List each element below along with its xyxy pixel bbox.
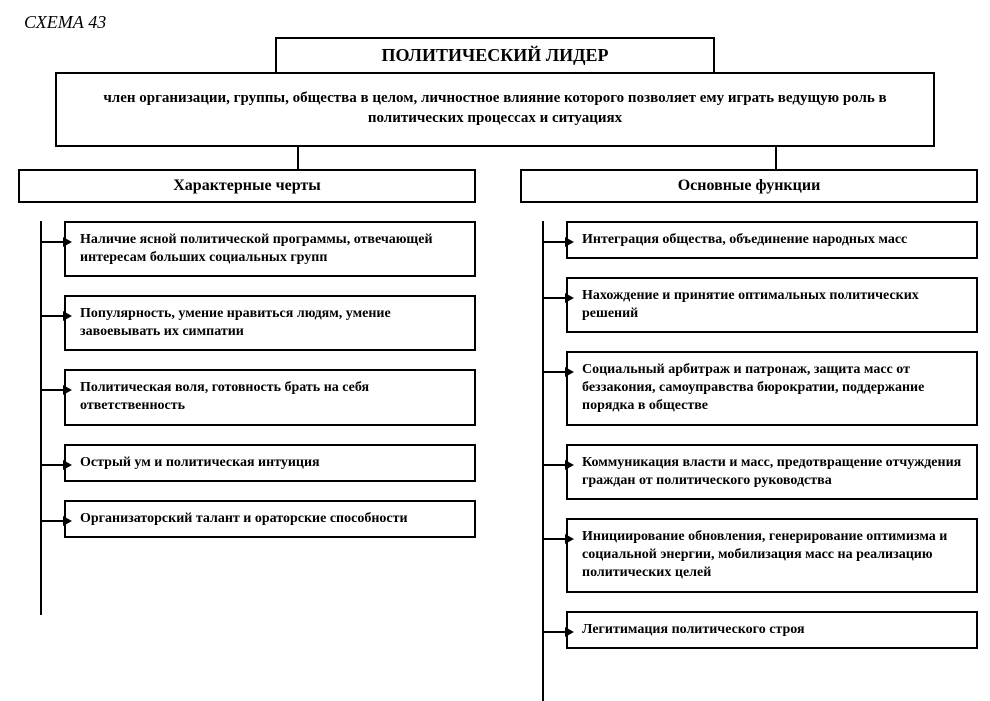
list-item: Социальный арбитраж и патронаж, защита м… (566, 351, 978, 426)
column-left: Характерные черты Наличие ясной политиче… (18, 169, 476, 649)
list-item: Политическая воля, готовность брать на с… (64, 369, 476, 425)
column-right-spine (542, 221, 544, 701)
list-item: Организаторский талант и ораторские спос… (64, 500, 476, 538)
list-item: Популярность, умение нравиться людям, ум… (64, 295, 476, 351)
column-left-header: Характерные черты (18, 169, 476, 203)
list-item: Наличие ясной политической программы, от… (64, 221, 476, 277)
list-item: Коммуникация власти и масс, предотвращен… (566, 444, 978, 500)
list-item: Легитимация политического строя (566, 611, 978, 649)
diagram-definition: член организации, группы, общества в цел… (55, 72, 935, 147)
list-item: Интеграция общества, объединение народны… (566, 221, 978, 259)
list-item: Инициирование обновления, генерирование … (566, 518, 978, 593)
diagram-title: ПОЛИТИЧЕСКИЙ ЛИДЕР (275, 37, 715, 74)
scheme-label: СХЕМА 43 (24, 12, 972, 33)
list-item: Нахождение и принятие оптимальных полити… (566, 277, 978, 333)
columns-wrap: Характерные черты Наличие ясной политиче… (18, 169, 978, 649)
list-item: Острый ум и политическая интуиция (64, 444, 476, 482)
column-right: Основные функции Интеграция общества, об… (520, 169, 978, 649)
column-right-body: Интеграция общества, объединение народны… (520, 221, 978, 649)
connector-trunk (55, 147, 935, 169)
column-right-header: Основные функции (520, 169, 978, 203)
column-left-body: Наличие ясной политической программы, от… (18, 221, 476, 539)
column-left-spine (40, 221, 42, 615)
